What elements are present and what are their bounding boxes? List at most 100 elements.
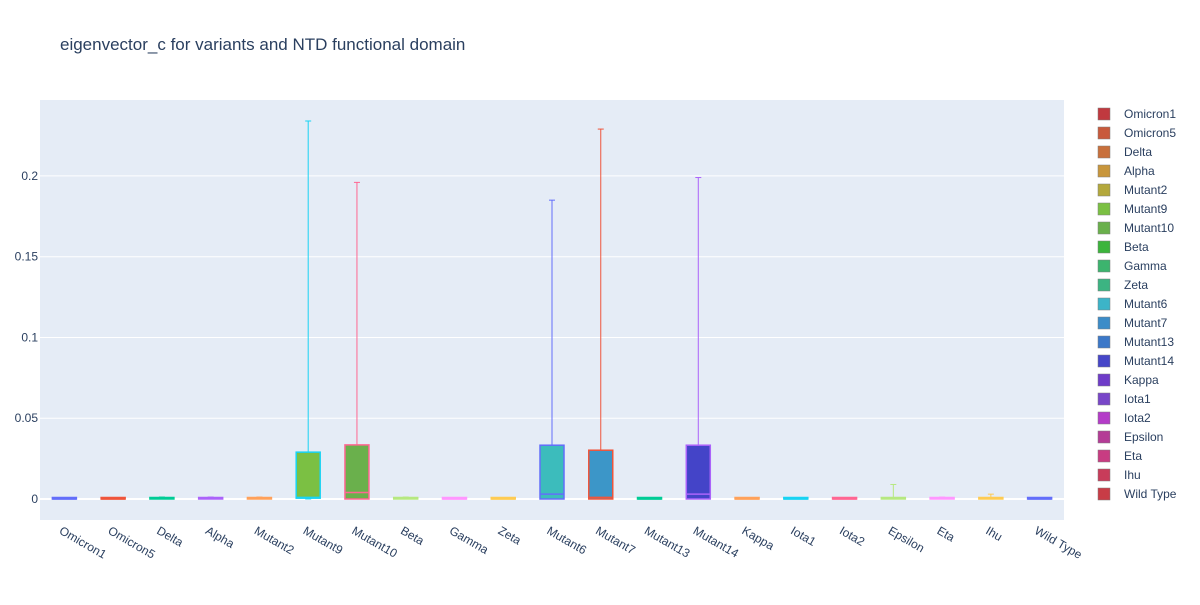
legend-item[interactable]: Zeta <box>1097 278 1148 292</box>
box-epsilon[interactable] <box>880 483 907 500</box>
box-kappa[interactable] <box>734 496 760 500</box>
box-series-group <box>51 120 1053 500</box>
legend-label: Mutant9 <box>1124 202 1168 216</box>
legend-label: Wild Type <box>1124 487 1177 501</box>
legend-label: Mutant7 <box>1124 316 1168 330</box>
legend-swatch <box>1097 164 1111 178</box>
legend[interactable]: Omicron1 Omicron5 Delta Alpha Mutant2 Mutant9… <box>1097 107 1177 501</box>
y-tick-label: 0.05 <box>15 411 39 425</box>
legend-label: Mutant14 <box>1124 354 1174 368</box>
legend-swatch <box>1097 430 1111 444</box>
legend-item[interactable]: Mutant6 <box>1097 297 1168 311</box>
legend-swatch <box>1097 487 1111 501</box>
box-alpha[interactable] <box>197 496 224 500</box>
box-ihu[interactable] <box>978 493 1004 500</box>
y-tick-label: 0.15 <box>15 250 39 264</box>
legend-label: Mutant13 <box>1124 335 1174 349</box>
legend-item[interactable]: Mutant14 <box>1097 354 1174 368</box>
box-mutant14[interactable] <box>685 177 712 500</box>
box-iota2[interactable] <box>831 496 858 500</box>
box-iqr <box>295 451 321 499</box>
legend-label: Kappa <box>1124 373 1159 387</box>
box-iqr <box>344 444 370 500</box>
box-iota1[interactable] <box>783 496 809 500</box>
box-iqr <box>685 444 712 500</box>
legend-swatch <box>1097 107 1111 121</box>
legend-item[interactable]: Omicron5 <box>1097 126 1176 140</box>
box-mutant2[interactable] <box>246 496 273 500</box>
legend-label: Beta <box>1124 240 1149 254</box>
legend-label: Omicron5 <box>1124 126 1176 140</box>
legend-label: Epsilon <box>1124 430 1163 444</box>
legend-swatch <box>1097 373 1111 387</box>
legend-label: Iota1 <box>1124 392 1151 406</box>
legend-swatch <box>1097 335 1111 349</box>
legend-swatch <box>1097 297 1111 311</box>
legend-swatch <box>1097 221 1111 235</box>
legend-label: Iota2 <box>1124 411 1151 425</box>
legend-item[interactable]: Beta <box>1097 240 1149 254</box>
box-mutant10[interactable] <box>344 181 370 500</box>
legend-label: Mutant2 <box>1124 183 1168 197</box>
y-axis-ticks: 0 0.05 0.1 0.15 0.2 <box>15 169 39 506</box>
y-tick-label: 0.2 <box>21 169 38 183</box>
legend-label: Mutant10 <box>1124 221 1174 235</box>
box-gamma[interactable] <box>441 496 468 500</box>
legend-item[interactable]: Mutant10 <box>1097 221 1174 235</box>
box-iqr <box>588 449 614 500</box>
legend-swatch <box>1097 316 1111 330</box>
box-mutant7[interactable] <box>588 128 614 500</box>
legend-item[interactable]: Mutant9 <box>1097 202 1168 216</box>
legend-label: Alpha <box>1124 164 1155 178</box>
legend-swatch <box>1097 392 1111 406</box>
legend-label: Mutant6 <box>1124 297 1168 311</box>
legend-item[interactable]: Alpha <box>1097 164 1155 178</box>
legend-item[interactable]: Wild Type <box>1097 487 1177 501</box>
legend-swatch <box>1097 145 1111 159</box>
legend-item[interactable]: Iota2 <box>1097 411 1151 425</box>
legend-item[interactable]: Omicron1 <box>1097 107 1176 121</box>
box-mutant9[interactable] <box>295 120 321 500</box>
legend-item[interactable]: Mutant2 <box>1097 183 1168 197</box>
box-beta[interactable] <box>392 496 419 500</box>
box-mutant13[interactable] <box>636 496 663 500</box>
legend-swatch <box>1097 202 1111 216</box>
box-omicron1[interactable] <box>51 496 78 500</box>
legend-label: Omicron1 <box>1124 107 1176 121</box>
legend-item[interactable]: Gamma <box>1097 259 1167 273</box>
legend-label: Zeta <box>1124 278 1148 292</box>
box-omicron5[interactable] <box>100 496 126 500</box>
box-iqr <box>539 444 565 500</box>
legend-swatch <box>1097 468 1111 482</box>
legend-item[interactable]: Kappa <box>1097 373 1159 387</box>
y-tick-label: 0.1 <box>21 330 38 344</box>
box-wild-type[interactable] <box>1026 496 1053 500</box>
legend-swatch <box>1097 183 1111 197</box>
chart-title: eigenvector_c for variants and NTD funct… <box>60 35 465 54</box>
legend-label: Eta <box>1124 449 1142 463</box>
y-tick-label: 0 <box>31 492 38 506</box>
legend-item[interactable]: Iota1 <box>1097 392 1151 406</box>
legend-item[interactable]: Epsilon <box>1097 430 1163 444</box>
legend-swatch <box>1097 278 1111 292</box>
legend-label: Delta <box>1124 145 1152 159</box>
box-zeta[interactable] <box>490 496 516 500</box>
legend-item[interactable]: Ihu <box>1097 468 1141 482</box>
legend-item[interactable]: Delta <box>1097 145 1152 159</box>
box-mutant6[interactable] <box>539 199 565 500</box>
legend-label: Gamma <box>1124 259 1167 273</box>
legend-swatch <box>1097 126 1111 140</box>
legend-swatch <box>1097 240 1111 254</box>
legend-swatch <box>1097 354 1111 368</box>
legend-item[interactable]: Mutant7 <box>1097 316 1168 330</box>
legend-item[interactable]: Mutant13 <box>1097 335 1174 349</box>
legend-swatch <box>1097 259 1111 273</box>
box-delta[interactable] <box>149 496 175 500</box>
legend-item[interactable]: Eta <box>1097 449 1142 463</box>
legend-label: Ihu <box>1124 468 1141 482</box>
legend-swatch <box>1097 411 1111 425</box>
box-eta[interactable] <box>929 496 955 500</box>
legend-swatch <box>1097 449 1111 463</box>
